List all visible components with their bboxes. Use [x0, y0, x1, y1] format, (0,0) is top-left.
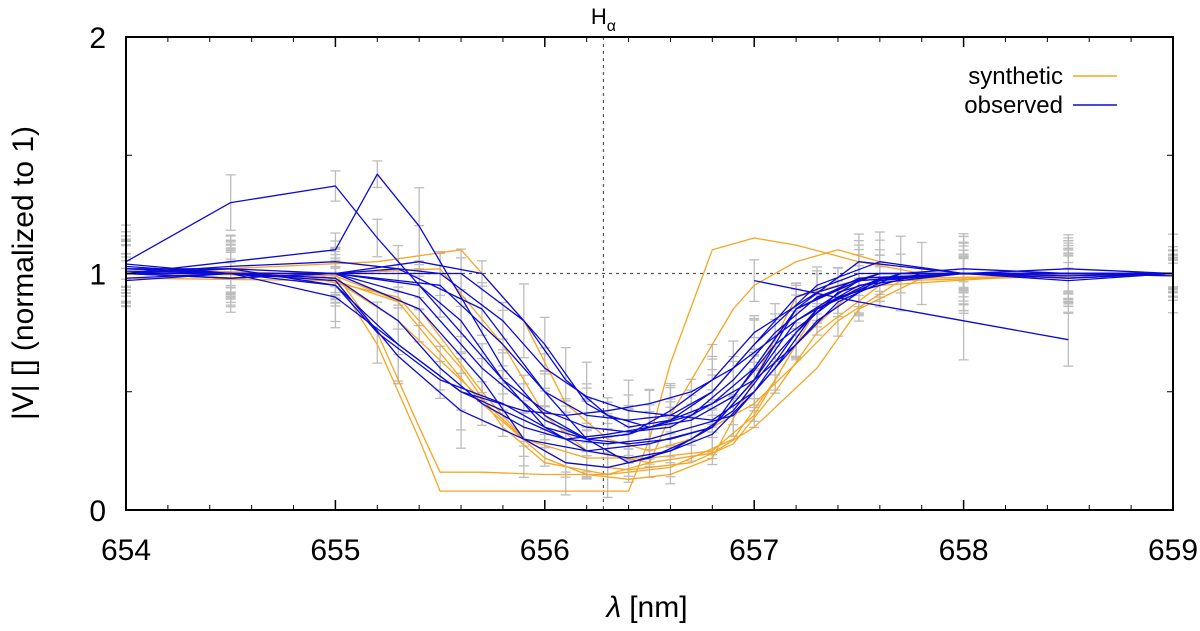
y-axis-title: |V| [] (normalized to 1) — [7, 126, 40, 420]
x-axis-symbol: λ — [604, 591, 621, 624]
y-tick-label: 0 — [89, 495, 106, 528]
halpha-subscript: α — [607, 18, 616, 35]
series-line-synthetic — [125, 249, 1174, 476]
series-line-observed — [126, 268, 1173, 464]
y-tick-label: 1 — [89, 259, 106, 292]
series-line-observed — [754, 279, 1069, 341]
series-line-synthetic — [125, 249, 1174, 452]
x-tick-label: 658 — [939, 534, 989, 567]
series-line-synthetic — [126, 237, 1174, 492]
halpha-label: H — [591, 4, 607, 29]
series-line-observed — [126, 272, 1173, 452]
series-line-observed — [125, 272, 1174, 469]
legend-label-synthetic: synthetic — [968, 63, 1063, 90]
legend-label-observed: observed — [964, 92, 1063, 119]
series-line-observed — [125, 265, 1173, 440]
series-line-observed — [125, 261, 1173, 428]
halpha-annotation: Hα — [591, 4, 616, 35]
x-tick-label: 654 — [101, 534, 151, 567]
x-tick-label: 657 — [729, 534, 779, 567]
series-line-observed — [125, 268, 1173, 459]
y-tick-label: 2 — [89, 22, 106, 55]
x-axis-unit: [nm] — [629, 591, 687, 624]
x-tick-label: 656 — [520, 534, 570, 567]
series-layer — [125, 173, 1174, 492]
legend: synthetic observed — [964, 63, 1117, 119]
x-axis-title: λ [nm] — [604, 591, 687, 624]
series-line-synthetic — [125, 272, 1174, 471]
tick-layer: 654 655 656 657 658 659 0 1 2 — [89, 22, 1198, 567]
x-tick-label: 659 — [1148, 534, 1198, 567]
x-tick-label: 655 — [310, 534, 360, 567]
series-line-synthetic — [126, 268, 1174, 464]
